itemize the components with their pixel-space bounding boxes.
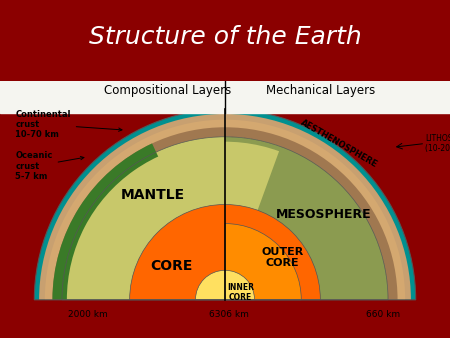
Text: Structure of the Earth: Structure of the Earth [89, 25, 361, 49]
Text: INNER
CORE: INNER CORE [227, 283, 254, 301]
Wedge shape [45, 120, 405, 300]
Wedge shape [130, 204, 320, 300]
Text: 2000 km: 2000 km [68, 310, 108, 319]
Text: Oceanic
crust
5-7 km: Oceanic crust 5-7 km [15, 151, 84, 181]
Text: CORE: CORE [150, 259, 193, 272]
Bar [0, 75, 450, 113]
Wedge shape [53, 127, 397, 300]
Wedge shape [39, 114, 411, 300]
Wedge shape [67, 142, 279, 300]
Wedge shape [62, 137, 388, 300]
Text: OUTER
CORE: OUTER CORE [261, 247, 303, 268]
Text: MANTLE: MANTLE [121, 188, 184, 202]
Text: AESTHENOSPHERE: AESTHENOSPHERE [299, 118, 379, 169]
Text: Continental
crust
10-70 km: Continental crust 10-70 km [15, 110, 122, 139]
Wedge shape [53, 143, 225, 300]
Wedge shape [195, 270, 255, 300]
Text: MESOSPHERE: MESOSPHERE [276, 208, 372, 220]
Text: Mechanical Layers: Mechanical Layers [266, 83, 375, 97]
Text: Compositional Layers: Compositional Layers [104, 83, 231, 97]
Wedge shape [34, 109, 416, 300]
Text: 660 km: 660 km [366, 310, 400, 319]
Wedge shape [225, 137, 388, 300]
Text: 6306 km: 6306 km [209, 310, 249, 319]
Text: LITHOSPHERE
(10-200 km): LITHOSPHERE (10-200 km) [425, 134, 450, 153]
Wedge shape [62, 137, 281, 300]
Wedge shape [225, 223, 301, 300]
